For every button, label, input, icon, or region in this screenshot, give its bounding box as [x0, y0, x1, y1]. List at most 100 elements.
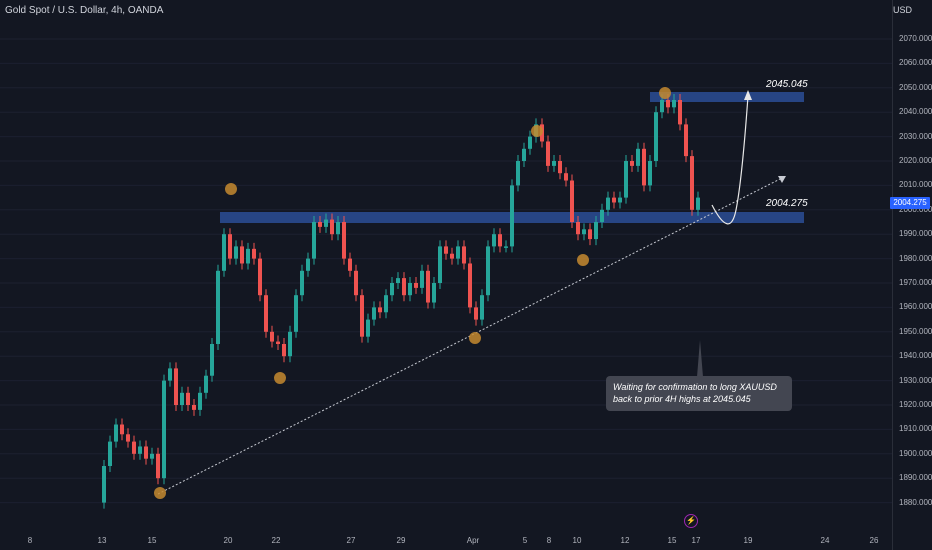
time-tick: 10 — [572, 536, 582, 545]
candle-body — [360, 295, 364, 337]
candle-body — [636, 148, 640, 166]
currency-label: USD — [892, 5, 912, 15]
candle-body — [660, 100, 664, 113]
candle-body — [594, 222, 598, 240]
candle-body — [474, 307, 478, 320]
candle-body — [504, 246, 508, 248]
candle-body — [306, 258, 310, 271]
candle-body — [108, 441, 112, 466]
pivot-marker — [659, 87, 671, 99]
time-tick: 5 — [522, 536, 528, 545]
pivot-marker — [531, 125, 543, 137]
candle-body — [450, 253, 454, 259]
candle-body — [642, 148, 646, 186]
candle-body — [246, 248, 250, 264]
candle-body — [354, 270, 358, 296]
candle-body — [570, 180, 574, 222]
time-tick: 19 — [743, 536, 753, 545]
candle-body — [624, 161, 628, 198]
candle-body — [456, 246, 460, 259]
candle-body — [120, 424, 124, 435]
lightning-icon[interactable]: ⚡ — [684, 514, 698, 528]
candle-body — [618, 197, 622, 203]
candle-body — [222, 234, 226, 271]
candle-body — [678, 100, 682, 125]
time-tick: 20 — [223, 536, 233, 545]
candle-body — [348, 258, 352, 271]
candle-body — [612, 197, 616, 203]
lower-level-label: 2004.275 — [766, 198, 808, 209]
price-chart[interactable] — [0, 0, 892, 550]
time-tick: 24 — [820, 536, 830, 545]
projection-path — [711, 95, 749, 225]
price-tick: 1940.000 — [899, 351, 932, 361]
price-tick: 2070.000 — [899, 34, 932, 43]
candle-body — [300, 270, 304, 296]
time-tick: 22 — [271, 536, 281, 545]
candle-body — [414, 283, 418, 288]
candle-body — [498, 234, 502, 247]
candle-body — [606, 197, 610, 210]
pivot-markers — [154, 87, 671, 499]
candle-body — [180, 392, 184, 405]
pivot-marker — [225, 183, 237, 195]
candle-body — [486, 246, 490, 296]
candle-body — [276, 341, 280, 344]
time-tick: 17 — [691, 536, 701, 545]
price-tick: 2060.000 — [899, 58, 932, 68]
candle-body — [150, 453, 154, 459]
candle-body — [546, 141, 550, 166]
price-tick: 1960.000 — [899, 302, 932, 312]
pivot-marker — [577, 254, 589, 266]
candle-body — [576, 222, 580, 235]
candle-body — [114, 424, 118, 442]
candle-body — [462, 246, 466, 264]
pivot-marker — [154, 487, 166, 499]
price-tick: 1900.000 — [899, 448, 932, 458]
candle-body — [264, 295, 268, 332]
pivot-marker — [469, 332, 481, 344]
time-tick: 26 — [869, 536, 879, 545]
time-tick: 15 — [147, 536, 157, 545]
candle-body — [324, 219, 328, 227]
trendline-arrowhead — [778, 176, 786, 183]
price-tick: 2000.000 — [899, 204, 932, 214]
candle-body — [690, 156, 694, 210]
candle-body — [330, 219, 334, 235]
candle-body — [126, 434, 130, 442]
candle-body — [648, 161, 652, 186]
price-scale[interactable]: 2070.000 2060.000 2050.000 2040.000 2030.000… — [892, 0, 932, 550]
candle-body — [312, 222, 316, 259]
upper-level-label: 2045.045 — [766, 79, 808, 90]
candle-body — [282, 344, 286, 357]
candle-body — [384, 295, 388, 313]
candle-body — [372, 307, 376, 320]
candle-body — [138, 446, 142, 454]
candle-body — [522, 148, 526, 161]
candle-body — [228, 234, 232, 259]
price-tick: 2050.000 — [899, 82, 932, 92]
current-price-label: 2004.275 — [890, 197, 930, 209]
candle-body — [102, 466, 106, 503]
candle-body — [432, 283, 436, 303]
candle-body — [510, 185, 514, 247]
candle-body — [426, 270, 430, 303]
projection-arrowhead — [744, 90, 752, 100]
note-pointer — [697, 340, 703, 377]
candle-body — [666, 100, 670, 108]
candle-body — [174, 368, 178, 405]
candle-body — [630, 161, 634, 166]
candle-body — [336, 222, 340, 235]
time-tick: 29 — [396, 536, 406, 545]
time-tick: 8 — [27, 536, 33, 545]
candle-body — [654, 112, 658, 161]
candle-body — [492, 234, 496, 247]
grid — [0, 38, 892, 504]
candle-body — [396, 278, 400, 283]
candle-body — [204, 375, 208, 393]
candle-body — [156, 453, 160, 479]
candle-body — [288, 331, 292, 357]
candle-body — [444, 246, 448, 254]
price-tick: 2020.000 — [899, 156, 932, 165]
note-line-2: back to prior 4H highs at 2045.045 — [613, 394, 751, 404]
